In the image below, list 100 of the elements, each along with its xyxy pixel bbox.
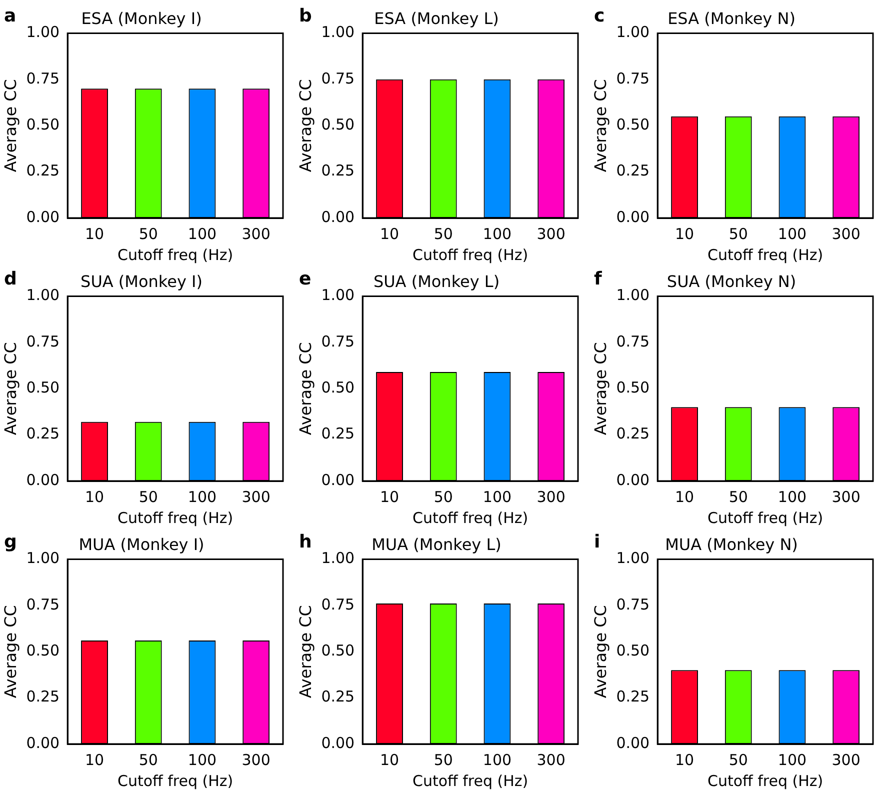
- y-axis-title: Average CC: [590, 605, 610, 698]
- x-tick-label: 100: [482, 488, 512, 506]
- text: f: [594, 268, 602, 290]
- y-axis-title: Average CC: [296, 605, 315, 698]
- y-tick-label: 1.00: [321, 23, 355, 42]
- y-tick-label: 1.00: [26, 23, 60, 42]
- y-tick-label: 0.50: [616, 378, 650, 396]
- text: g: [4, 532, 17, 553]
- x-axis-title: Cutoff freq (Hz): [412, 246, 528, 264]
- y-axis-title: Average CC: [0, 79, 20, 172]
- y-axis-title: Average CC: [0, 342, 20, 436]
- x-tick-label: 300: [536, 488, 566, 506]
- y-tick-label: 0.50: [26, 641, 60, 660]
- text: a: [4, 6, 16, 27]
- y-tick-label: 1.00: [616, 286, 650, 304]
- y-tick-label: 0.25: [26, 162, 60, 180]
- x-tick-label: 50: [434, 488, 453, 506]
- y-tick-label: 0.75: [26, 69, 60, 88]
- x-axis-title: Cutoff freq (Hz): [707, 508, 824, 527]
- y-tick-label: 0.25: [26, 424, 60, 443]
- x-tick-label: 10: [674, 224, 694, 243]
- y-axis-title: Average CC: [590, 79, 610, 172]
- y-tick-label: 0.75: [616, 332, 650, 350]
- x-axis-title: Cutoff freq (Hz): [412, 772, 528, 790]
- chart-title: ESA (Monkey L): [374, 8, 499, 28]
- x-tick-label: 300: [536, 750, 566, 769]
- x-tick-label: 300: [242, 224, 270, 243]
- chart-title: SUA (Monkey N): [666, 272, 796, 291]
- y-tick-label: 0.75: [26, 595, 60, 614]
- x-tick-label: 100: [778, 750, 807, 769]
- x-tick-label: 10: [84, 488, 104, 506]
- chart-title: ESA (Monkey N): [668, 8, 796, 28]
- y-tick-label: 0.00: [616, 470, 650, 489]
- y-tick-label: 1.00: [321, 549, 355, 568]
- y-tick-label: 0.00: [616, 208, 650, 226]
- y-tick-label: 0.00: [321, 734, 355, 752]
- y-tick-label: 0.50: [321, 115, 355, 134]
- text: e: [299, 268, 312, 290]
- x-tick-label: 50: [138, 488, 158, 506]
- x-axis-title: Cutoff freq (Hz): [412, 508, 528, 527]
- x-tick-label: 10: [84, 750, 104, 769]
- x-tick-label: 50: [138, 750, 158, 769]
- text: h: [299, 532, 312, 553]
- chart-title: MUA (Monkey N): [665, 534, 798, 554]
- x-tick-label: 100: [482, 224, 512, 243]
- y-axis-title: Average CC: [296, 342, 315, 436]
- y-tick-label: 0.75: [26, 332, 60, 350]
- y-tick-label: 0.75: [616, 69, 650, 88]
- chart-title: SUA (Monkey I): [80, 272, 202, 291]
- x-axis-title: Cutoff freq (Hz): [117, 508, 234, 527]
- y-tick-label: 0.75: [321, 69, 355, 88]
- y-tick-label: 1.00: [616, 23, 650, 42]
- y-tick-label: 0.50: [26, 378, 60, 396]
- y-axis-title: Average CC: [296, 79, 315, 172]
- y-tick-label: 1.00: [26, 286, 60, 304]
- y-tick-label: 0.00: [616, 734, 650, 752]
- x-tick-label: 50: [728, 488, 748, 506]
- x-tick-label: 50: [728, 224, 748, 243]
- x-axis-title: Cutoff freq (Hz): [117, 246, 234, 264]
- y-tick-label: 0.25: [321, 424, 355, 443]
- y-tick-label: 0.75: [321, 595, 355, 614]
- x-tick-label: 10: [674, 750, 694, 769]
- x-tick-label: 100: [188, 488, 217, 506]
- y-tick-label: 0.50: [321, 378, 355, 396]
- y-axis-title: Average CC: [0, 605, 20, 698]
- y-tick-label: 0.25: [616, 424, 650, 443]
- y-tick-label: 0.00: [321, 208, 355, 226]
- text: i: [594, 532, 600, 553]
- x-axis-title: Cutoff freq (Hz): [117, 772, 234, 790]
- x-tick-label: 50: [138, 224, 158, 243]
- text: b: [299, 6, 312, 27]
- x-tick-label: 10: [380, 224, 400, 243]
- y-tick-label: 0.00: [26, 208, 60, 226]
- chart-title: MUA (Monkey L): [372, 534, 502, 554]
- y-tick-label: 0.50: [616, 115, 650, 134]
- chart-title: ESA (Monkey I): [81, 8, 202, 28]
- y-tick-label: 0.75: [616, 595, 650, 614]
- x-tick-label: 300: [536, 224, 566, 243]
- x-tick-label: 10: [84, 224, 104, 243]
- x-tick-label: 50: [434, 750, 453, 769]
- y-tick-label: 0.25: [616, 162, 650, 180]
- x-tick-label: 300: [832, 750, 860, 769]
- x-tick-label: 100: [778, 224, 807, 243]
- chart-title: MUA (Monkey I): [78, 534, 204, 554]
- y-axis-title: Average CC: [590, 342, 610, 436]
- x-tick-label: 100: [778, 488, 807, 506]
- x-tick-label: 100: [188, 750, 217, 769]
- text: d: [4, 268, 17, 290]
- x-tick-label: 300: [832, 224, 860, 243]
- y-tick-label: 0.25: [26, 688, 60, 706]
- x-tick-label: 10: [674, 488, 694, 506]
- x-tick-label: 100: [188, 224, 217, 243]
- y-tick-label: 1.00: [321, 286, 355, 304]
- text: c: [594, 6, 605, 27]
- x-axis-title: Cutoff freq (Hz): [707, 772, 824, 790]
- y-tick-label: 0.00: [26, 470, 60, 489]
- x-tick-label: 300: [242, 488, 270, 506]
- y-tick-label: 0.00: [321, 470, 355, 489]
- y-tick-label: 0.75: [321, 332, 355, 350]
- y-tick-label: 0.25: [321, 162, 355, 180]
